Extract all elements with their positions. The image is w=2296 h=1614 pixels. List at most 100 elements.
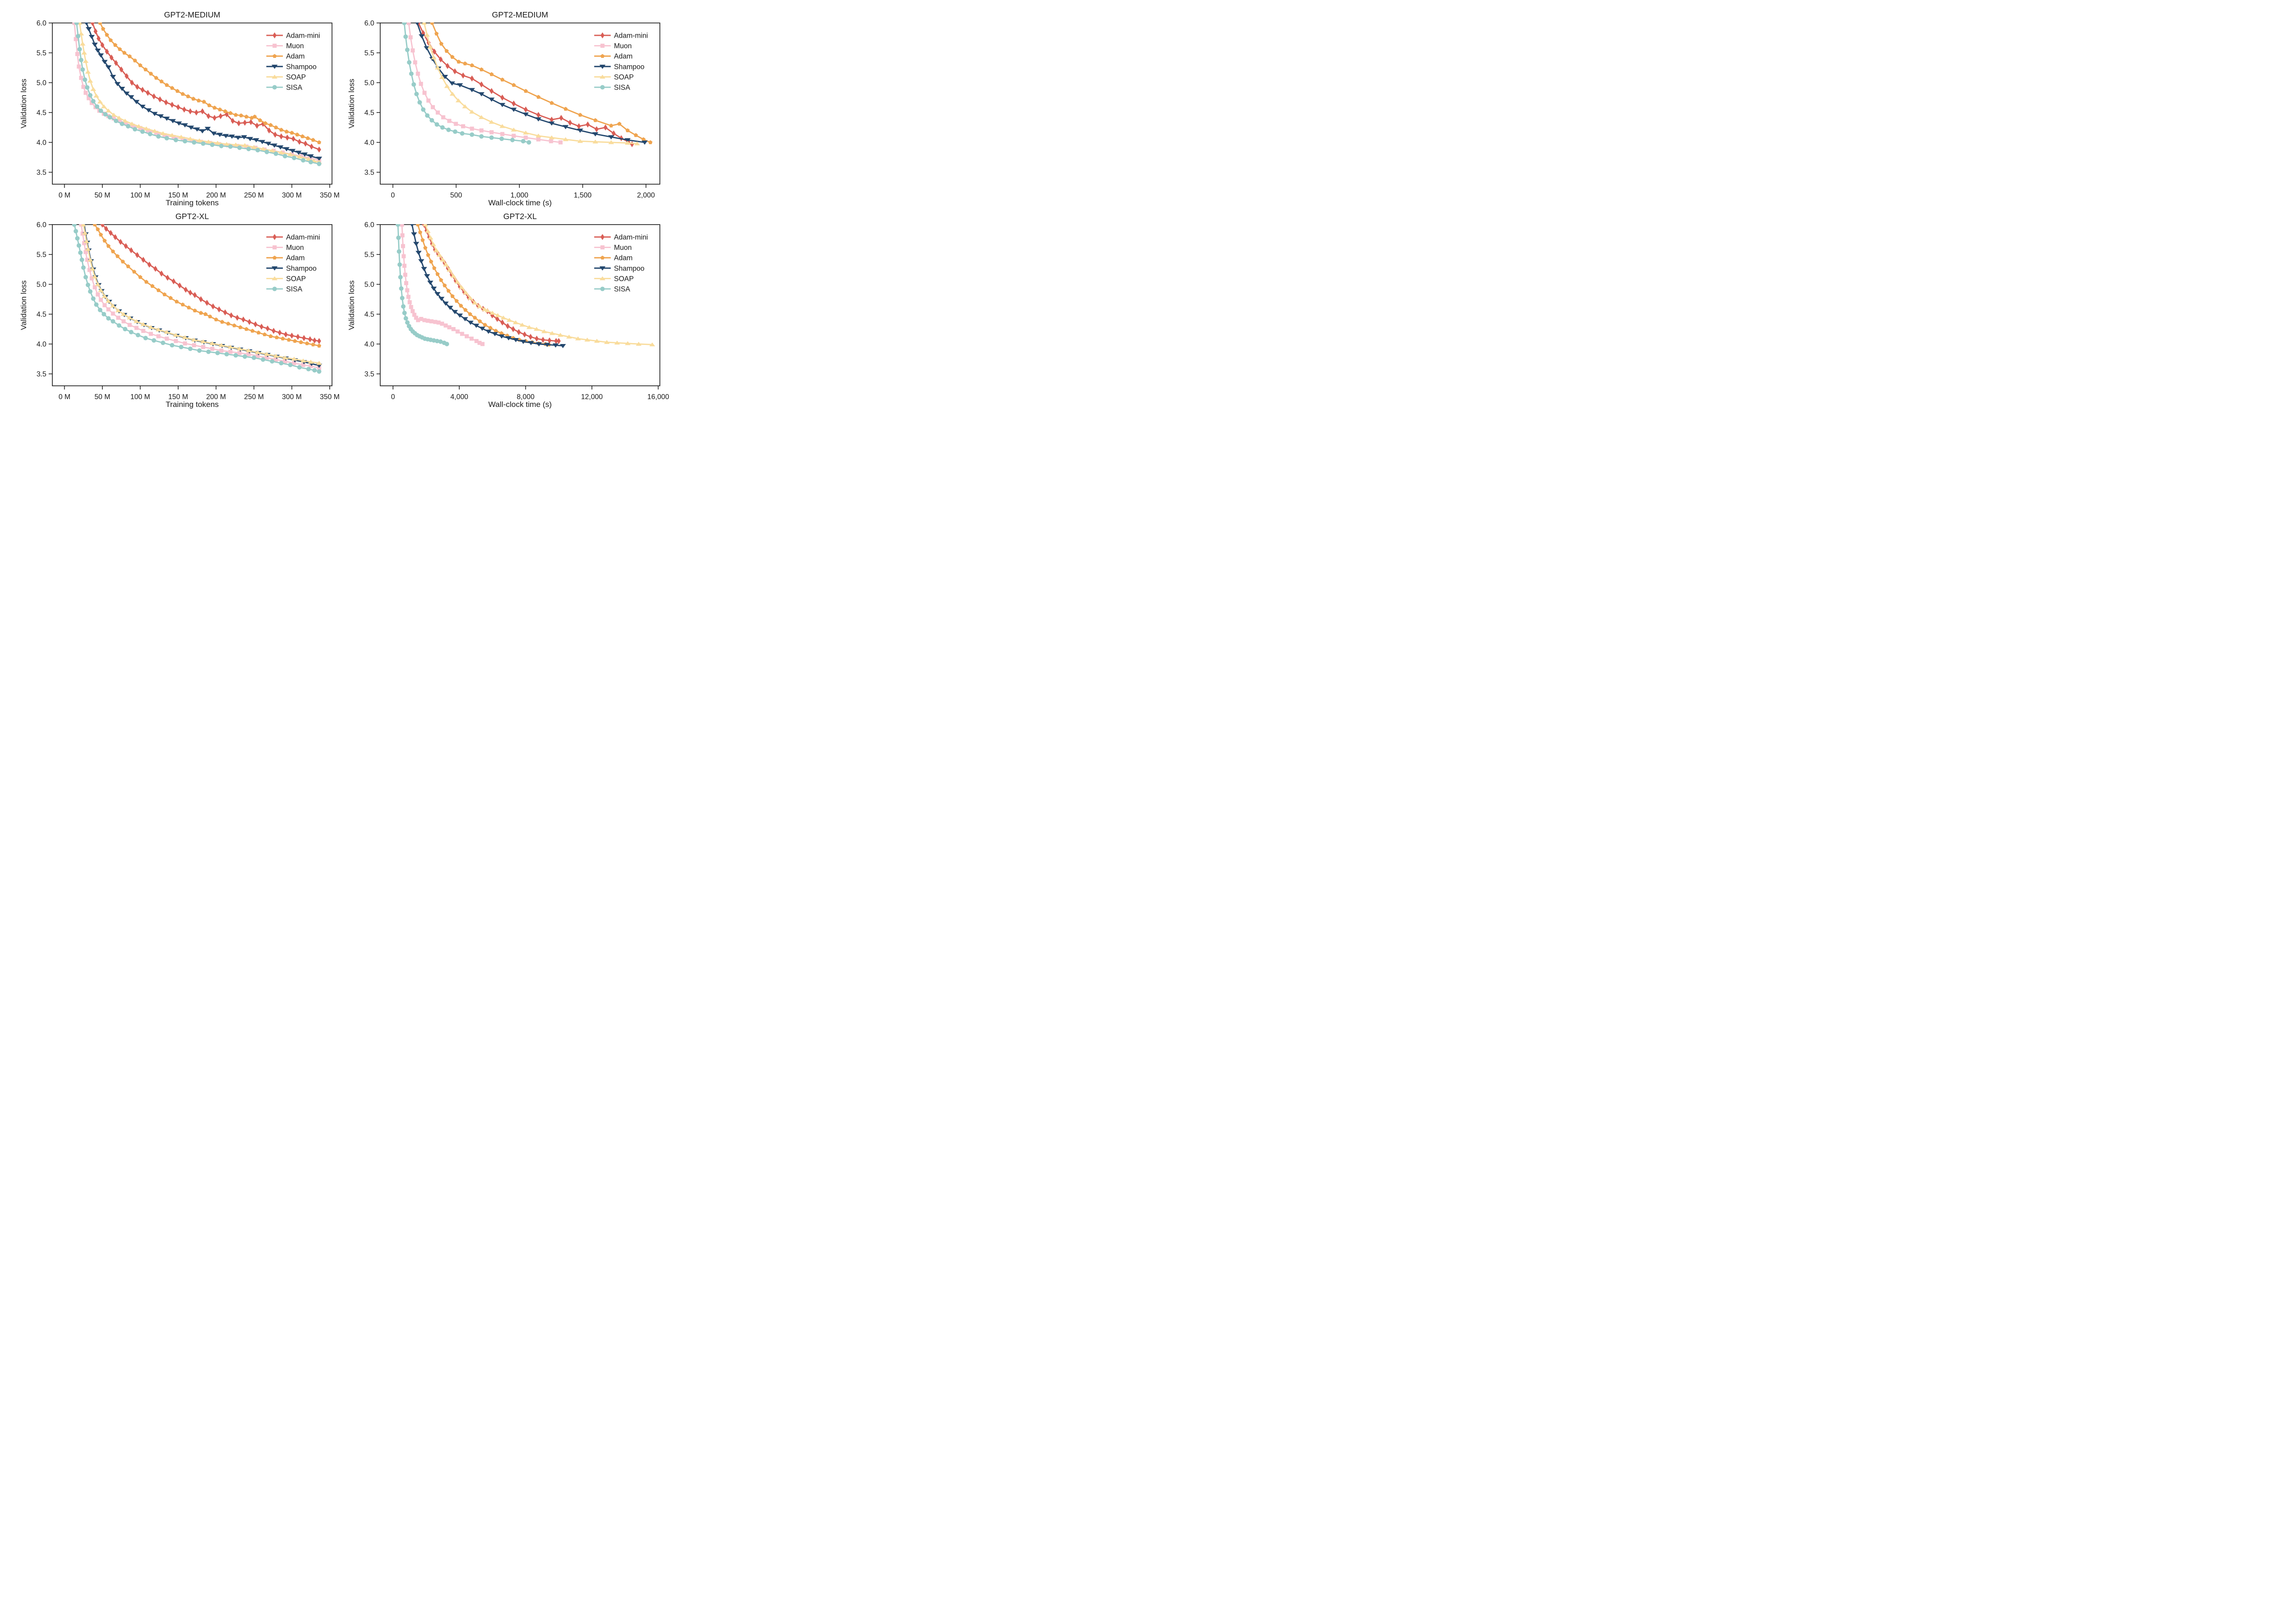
legend-item-muon: Muon <box>266 42 304 50</box>
legend-item-sisa: SISA <box>594 286 630 293</box>
series-shampoo-markers <box>84 23 322 161</box>
x-tick-label: 500 <box>450 192 462 199</box>
y-tick-label: 4.5 <box>36 109 46 117</box>
series-adam_mini <box>416 23 634 147</box>
series-sisa-markers <box>395 224 450 346</box>
legend-label: Adam <box>286 53 305 61</box>
y-axis-label: Validation loss <box>19 280 28 330</box>
legend-label: SISA <box>286 84 303 92</box>
legend-item-muon: Muon <box>266 244 304 252</box>
chart-gpt2-medium-tokens: GPT2-MEDIUM 0 M 50 M 100 M 150 M 200 M 250 M 30… <box>19 10 340 207</box>
legend-item-sisa: SISA <box>594 84 630 92</box>
plot-border <box>52 224 332 386</box>
x-tick-label: 16,000 <box>647 393 670 401</box>
x-tick-label: 0 <box>391 393 395 401</box>
series-sisa-markers <box>72 224 321 374</box>
legend-diamond-icon <box>600 234 605 240</box>
series-adam-line <box>94 224 320 347</box>
x-tick-label: 300 M <box>282 192 302 199</box>
x-tick-label: 200 M <box>206 192 226 199</box>
x-tick-label: 250 M <box>244 192 264 199</box>
legend-item-adam_mini: Adam-mini <box>594 234 648 242</box>
legend-square-icon <box>600 44 605 48</box>
y-tick-label: 6.0 <box>36 221 46 229</box>
x-axis-label: Training tokens <box>166 400 219 409</box>
legend-circle-icon <box>272 85 277 90</box>
legend-label: Shampoo <box>286 63 316 71</box>
x-tick-label: 50 M <box>95 393 110 401</box>
plot-border <box>380 224 660 386</box>
legend-label: Adam-mini <box>614 234 648 242</box>
series-shampoo <box>84 23 322 161</box>
x-tick-label: 8,000 <box>517 393 535 401</box>
legend-item-shampoo: Shampoo <box>594 265 644 272</box>
panel-gpt2-xl-wallclock: GPT2-XL 0 4,000 8,000 12,000 16,000 3.5 4.0 4.5 5… <box>346 209 674 411</box>
x-tick-label: 350 M <box>320 393 340 401</box>
y-tick-label: 3.5 <box>364 371 374 378</box>
axes: 0 M 50 M 100 M 150 M 200 M 250 M 300 M 350 M 3.5… <box>36 20 339 200</box>
y-tick-label: 5.5 <box>364 50 374 57</box>
series-soap-markers <box>80 224 322 365</box>
legend-item-adam: Adam <box>266 254 305 262</box>
x-tick-label: 0 M <box>58 393 70 401</box>
legend: Adam-mini Muon Adam Shampoo SOAP SISA <box>594 32 648 92</box>
legend-label: Adam <box>614 254 633 262</box>
x-tick-label: 4,000 <box>450 393 468 401</box>
legend-square-icon <box>272 245 277 250</box>
y-tick-label: 4.0 <box>36 139 46 147</box>
plot-border <box>52 23 332 185</box>
legend-label: Adam-mini <box>286 32 320 40</box>
panel-gpt2-medium-tokens: GPT2-MEDIUM 0 M 50 M 100 M 150 M 200 M 250 M 30… <box>18 7 346 209</box>
legend-label: Muon <box>614 42 632 50</box>
series-adam_mini-line <box>417 23 633 145</box>
legend-item-adam: Adam <box>266 53 305 61</box>
y-tick-label: 3.5 <box>36 371 46 378</box>
axes: 0 500 1,000 1,500 2,000 3.5 4.0 4.5 5.0 5.5 6.0 <box>364 20 660 199</box>
series-muon <box>406 23 563 145</box>
legend-item-shampoo: Shampoo <box>266 63 316 71</box>
y-tick-label: 4.5 <box>364 311 374 319</box>
y-tick-label: 5.5 <box>364 251 374 259</box>
chart-title: GPT2-MEDIUM <box>164 10 220 19</box>
legend-label: Adam <box>286 254 305 262</box>
y-tick-label: 6.0 <box>364 221 374 229</box>
y-tick-label: 5.5 <box>36 50 46 57</box>
plot-area <box>72 224 322 374</box>
legend-item-soap: SOAP <box>594 275 634 283</box>
series-sisa <box>402 23 531 145</box>
legend-diamond-icon <box>272 32 277 39</box>
series-soap <box>77 23 322 164</box>
series-adam-markers <box>416 224 551 347</box>
series-muon <box>400 224 485 346</box>
legend-triangle-down-icon <box>599 266 606 271</box>
series-adam <box>416 224 551 347</box>
plot-area <box>402 23 653 147</box>
x-tick-label: 150 M <box>168 192 188 199</box>
series-sisa <box>72 224 321 374</box>
x-tick-label: 300 M <box>282 393 302 401</box>
y-tick-label: 3.5 <box>36 169 46 177</box>
legend-triangle-up-icon <box>599 74 606 79</box>
x-tick-label: 0 M <box>58 192 70 199</box>
y-axis-label: Validation loss <box>347 79 356 128</box>
legend-square-icon <box>600 245 605 250</box>
x-tick-label: 2,000 <box>637 192 655 199</box>
legend-triangle-down-icon <box>271 64 278 69</box>
series-adam <box>98 23 321 144</box>
x-tick-label: 350 M <box>320 192 340 199</box>
legend-pentagon-icon <box>272 54 277 58</box>
series-shampoo-markers <box>410 224 566 349</box>
legend: Adam-mini Muon Adam Shampoo SOAP SISA <box>594 234 648 293</box>
y-tick-label: 5.0 <box>36 281 46 289</box>
legend-item-adam: Adam <box>594 254 633 262</box>
y-tick-label: 5.0 <box>364 79 374 87</box>
series-muon-line <box>408 23 561 143</box>
series-sisa-markers <box>74 23 321 166</box>
y-tick-label: 4.0 <box>36 341 46 349</box>
x-tick-label: 50 M <box>95 192 110 199</box>
legend-pentagon-icon <box>600 255 605 260</box>
x-tick-label: 250 M <box>244 393 264 401</box>
series-soap <box>421 23 640 146</box>
legend: Adam-mini Muon Adam Shampoo SOAP SISA <box>266 234 320 293</box>
series-muon-markers <box>400 224 485 346</box>
